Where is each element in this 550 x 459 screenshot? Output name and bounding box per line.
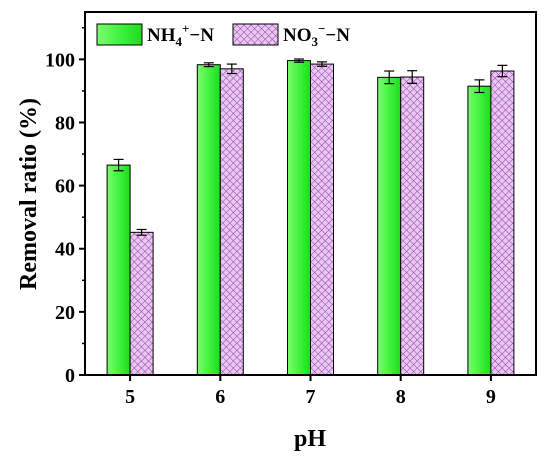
bar-series2-ph5	[129, 231, 154, 376]
y-tick-label-0: 0	[65, 365, 75, 387]
bar-series1-ph8	[377, 76, 402, 376]
y-axis: 0 20 40 60 80 100	[45, 27, 85, 387]
legend-swatch-no3	[232, 23, 279, 46]
legend-label-no3: NO3−−N	[283, 21, 350, 49]
x-tick-label-8: 8	[396, 386, 406, 408]
bar-series1-ph9	[467, 85, 492, 376]
y-tick-label-20: 20	[55, 302, 75, 324]
y-tick-label-100: 100	[45, 49, 75, 71]
bar-series1-ph7	[287, 60, 311, 376]
x-axis-title: pH	[294, 426, 326, 452]
x-axis: 5 6 7 8 9	[125, 375, 496, 408]
legend: NH4+−N NO3−−N	[96, 21, 350, 49]
x-tick-label-5: 5	[125, 386, 135, 408]
y-tick-label-60: 60	[55, 176, 75, 198]
error-bars-layer	[113, 58, 508, 236]
bar-series2-ph9	[490, 70, 515, 376]
legend-label-nh4: NH4+−N	[147, 21, 214, 49]
x-tick-label-6: 6	[215, 386, 225, 408]
bar-series1-ph6	[196, 64, 221, 376]
bar-series2-ph8	[400, 76, 425, 376]
y-tick-label-80: 80	[55, 112, 75, 134]
bar-series2-ph7	[310, 63, 334, 376]
x-tick-label-9: 9	[486, 386, 496, 408]
bars-layer	[106, 60, 515, 376]
y-tick-label-40: 40	[55, 239, 75, 261]
x-tick-label-7: 7	[306, 386, 316, 408]
bar-series2-ph6	[219, 68, 244, 376]
legend-swatch-nh4	[96, 23, 143, 46]
y-axis-title: Removal ratio (%)	[16, 98, 42, 290]
bar-series1-ph5	[106, 164, 131, 376]
